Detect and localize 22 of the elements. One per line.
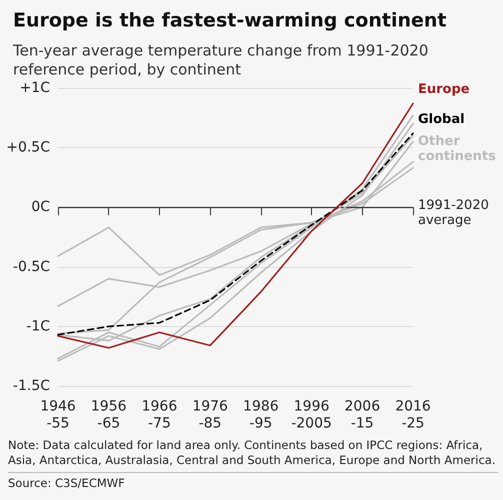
x-tick-label: 1966 -75 <box>142 398 178 432</box>
chart-title: Europe is the fastest-warming continent <box>13 10 446 32</box>
text: Note: Data calculated for land area only. Continents based on IPCC regions: Africa, Asia, Antarctica, Australasia, Central and South America, Europe and North America. <box>8 438 496 468</box>
y-tick-label: +0.5C <box>6 140 50 156</box>
x-tick-label: 1996 -2005 <box>291 398 332 432</box>
x-tick-label: 1986 -95 <box>243 398 279 432</box>
y-tick-label: -0.5C <box>12 258 50 275</box>
ref-line-label: 1991-2020 average <box>418 198 489 228</box>
source-note: Source: C3S/ECMWF <box>8 472 498 491</box>
y-tick-label: +1C <box>20 80 50 96</box>
x-tick-label: 2006 -15 <box>344 398 380 432</box>
chart-subtitle: Ten-year average temperature change from 1991-2020 reference period, by continent <box>12 42 434 78</box>
y-tick-label: 0C <box>31 199 50 216</box>
x-tick-label: 1976 -85 <box>192 398 228 432</box>
y-tick-label: -1.5C <box>12 378 50 394</box>
x-tick-label: 2016 -25 <box>395 398 431 432</box>
x-tick-label: 1946 -55 <box>40 398 76 432</box>
y-tick-label: -1C <box>26 318 50 334</box>
series-label: Other continents <box>418 134 496 164</box>
series-label: Europe <box>418 82 470 97</box>
x-tick-label: 1956 -65 <box>90 398 127 432</box>
series-label: Global <box>418 112 465 127</box>
